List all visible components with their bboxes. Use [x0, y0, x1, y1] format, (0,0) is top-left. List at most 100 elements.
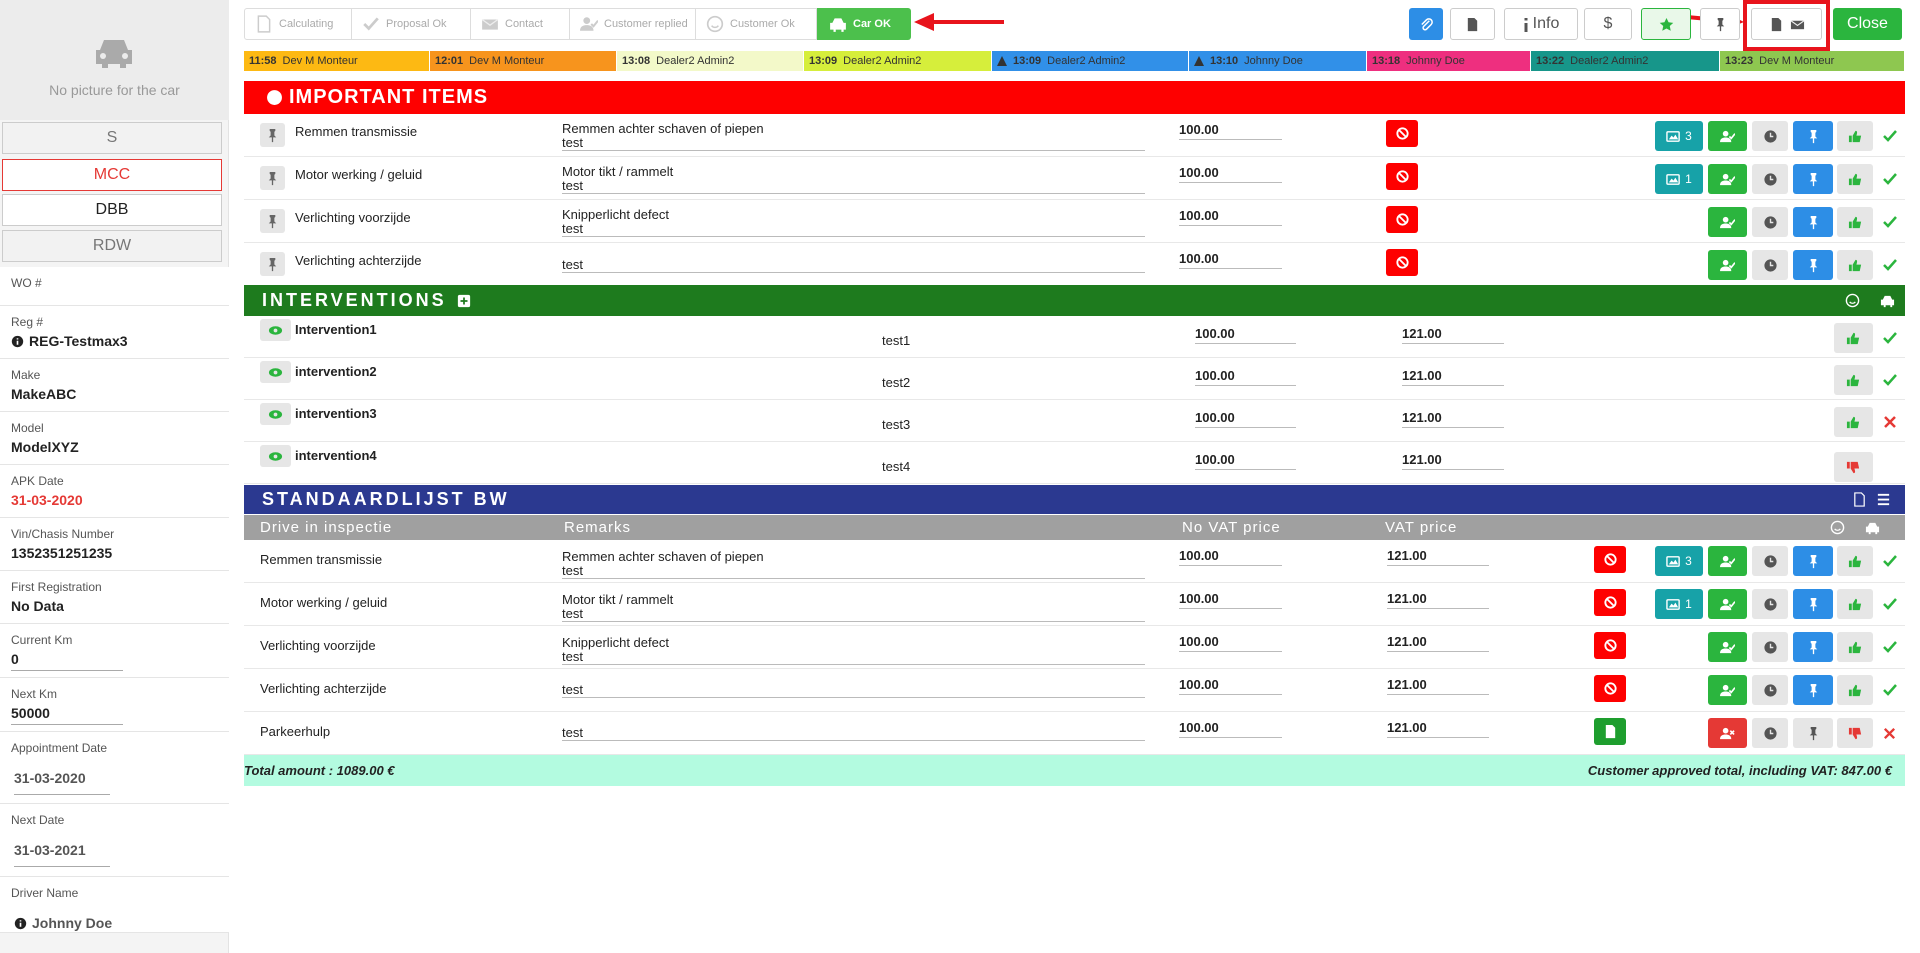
postpone-button[interactable]: [1752, 718, 1788, 748]
remove-button[interactable]: [1594, 589, 1626, 616]
pin-toggle[interactable]: [260, 123, 285, 147]
approve-button[interactable]: [1834, 323, 1873, 353]
icon: [1763, 597, 1778, 612]
approve-button[interactable]: [1837, 164, 1873, 194]
reject-button[interactable]: [1837, 718, 1873, 748]
timeline-entry[interactable]: 13:18 Johnny Doe: [1367, 51, 1531, 71]
approve-button[interactable]: [1834, 407, 1873, 437]
step[interactable]: Car OK: [817, 8, 911, 40]
postpone-button[interactable]: [1752, 121, 1788, 151]
remove-button[interactable]: [1386, 206, 1418, 233]
pin-button[interactable]: [1793, 632, 1833, 662]
favorite-button[interactable]: [1641, 8, 1691, 40]
remove-button[interactable]: [1386, 120, 1418, 147]
customer-approve-button[interactable]: [1708, 207, 1747, 237]
remove-button[interactable]: [1594, 675, 1626, 702]
sidebar-field: Make MakeABC: [0, 359, 229, 412]
sidebar-tab[interactable]: DBB: [2, 194, 222, 226]
postpone-button[interactable]: [1752, 589, 1788, 619]
remove-button[interactable]: [1594, 632, 1626, 659]
customer-approve-button[interactable]: [1708, 250, 1747, 280]
customer-approve-button[interactable]: [1708, 164, 1747, 194]
document-button[interactable]: [1594, 718, 1626, 745]
customer-approve-button[interactable]: [1708, 589, 1747, 619]
close-button[interactable]: Close: [1833, 8, 1902, 40]
user-check: [1728, 557, 1735, 565]
pin-icon: [1809, 172, 1817, 186]
pin-toggle[interactable]: [260, 252, 285, 276]
approve-button[interactable]: [1837, 632, 1873, 662]
photos-button[interactable]: 1: [1655, 589, 1703, 619]
sidebar-tab[interactable]: RDW: [2, 230, 222, 262]
pin-button[interactable]: [1793, 718, 1833, 748]
postpone-button[interactable]: [1752, 675, 1788, 705]
remove-button[interactable]: [1594, 546, 1626, 573]
view-button[interactable]: [260, 403, 291, 425]
postpone-button[interactable]: [1752, 632, 1788, 662]
postpone-button[interactable]: [1752, 250, 1788, 280]
car-picture: No picture for the car: [0, 0, 229, 120]
pin-button[interactable]: [1793, 546, 1833, 576]
sidebar-tab[interactable]: S: [2, 122, 222, 154]
pin-button[interactable]: [1793, 675, 1833, 705]
postpone-button[interactable]: [1752, 546, 1788, 576]
approve-button[interactable]: [1837, 250, 1873, 280]
doc: [1854, 492, 1865, 507]
approve-button[interactable]: [1834, 365, 1873, 395]
view-button[interactable]: [260, 319, 291, 341]
sidebar-tab[interactable]: MCC: [2, 159, 222, 191]
postpone-button[interactable]: [1752, 207, 1788, 237]
postpone-button[interactable]: [1752, 164, 1788, 194]
remove-button[interactable]: [1386, 249, 1418, 276]
icon: [1720, 129, 1735, 144]
document-button[interactable]: [1450, 8, 1495, 40]
photos-button[interactable]: 3: [1655, 546, 1703, 576]
approve-button[interactable]: [1837, 207, 1873, 237]
remove-button[interactable]: [1386, 163, 1418, 190]
customer-approve-button[interactable]: [1708, 675, 1747, 705]
mail-document-button[interactable]: [1751, 8, 1822, 40]
intervention-name: intervention3: [295, 406, 377, 421]
timeline-entry[interactable]: 13:22 Dealer2 Admin2: [1531, 51, 1720, 71]
step[interactable]: Calculating: [244, 8, 352, 40]
step[interactable]: Customer replied: [570, 8, 696, 40]
pin-toggle[interactable]: [260, 209, 285, 233]
step[interactable]: Contact: [471, 8, 570, 40]
ban: [1395, 256, 1409, 269]
step[interactable]: Proposal Ok: [352, 8, 471, 40]
approve-button[interactable]: [1837, 589, 1873, 619]
pin-button[interactable]: [1793, 589, 1833, 619]
timeline-entry[interactable]: 11:58 Dev M Monteur: [244, 51, 430, 71]
reject-button[interactable]: [1834, 452, 1873, 482]
pin-button[interactable]: [1700, 8, 1740, 40]
customer-reject-button[interactable]: [1708, 718, 1747, 748]
pin-button[interactable]: [1793, 121, 1833, 151]
check: [1883, 259, 1897, 271]
icon: [1882, 128, 1898, 144]
customer-approve-button[interactable]: [1708, 121, 1747, 151]
timeline-entry[interactable]: 13:09 Dealer2 Admin2: [804, 51, 992, 71]
approve-button[interactable]: [1837, 675, 1873, 705]
pin-button[interactable]: [1793, 207, 1833, 237]
info-button[interactable]: Info: [1504, 8, 1578, 40]
customer-approve-button[interactable]: [1708, 546, 1747, 576]
timeline-entry[interactable]: 13:08 Dealer2 Admin2: [617, 51, 804, 71]
timeline-entry[interactable]: 12:01 Dev M Monteur: [430, 51, 617, 71]
customer-approve-button[interactable]: [1708, 632, 1747, 662]
timeline-entry[interactable]: 13:10 Johnny Doe: [1189, 51, 1367, 71]
attach-button[interactable]: [1409, 8, 1443, 40]
pin-button[interactable]: [1793, 250, 1833, 280]
approve-button[interactable]: [1837, 546, 1873, 576]
pin-button[interactable]: [1793, 164, 1833, 194]
approve-button[interactable]: [1837, 121, 1873, 151]
view-button[interactable]: [260, 361, 291, 383]
step[interactable]: Customer Ok: [696, 8, 817, 40]
photos-button[interactable]: 3: [1655, 121, 1703, 151]
pin-toggle[interactable]: [260, 166, 285, 190]
photos-button[interactable]: 1: [1655, 164, 1703, 194]
price-button[interactable]: $: [1584, 8, 1632, 40]
view-button[interactable]: [260, 445, 291, 467]
timeline-entry[interactable]: 13:23 Dev M Monteur: [1720, 51, 1905, 71]
timeline-entry[interactable]: 13:09 Dealer2 Admin2: [992, 51, 1189, 71]
user-body: [1720, 690, 1732, 696]
